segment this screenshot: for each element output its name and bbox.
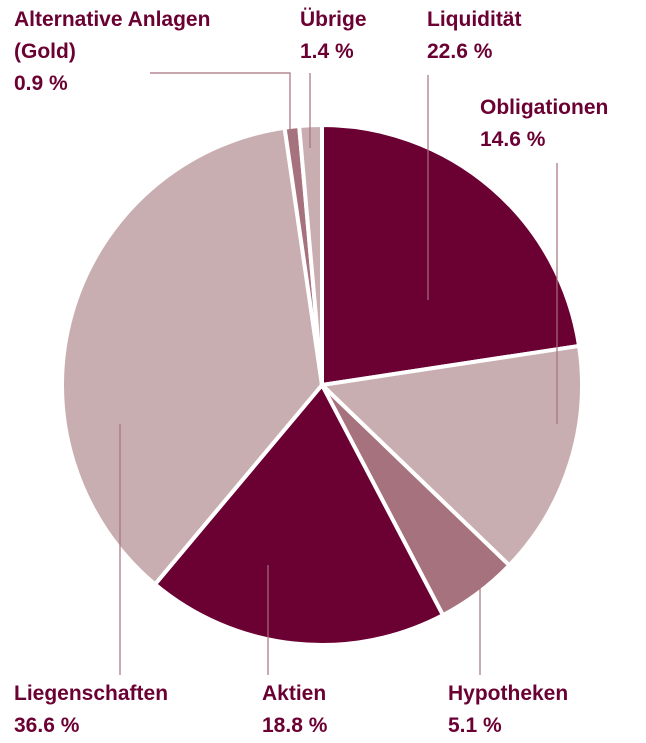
label-liquiditaet: Liquidität 22.6 % (427, 4, 521, 68)
label-aktien-value: 18.8 % (262, 714, 328, 737)
label-liegenschaften-name: Liegenschaften (14, 682, 169, 705)
pie-slice-1 (320, 123, 582, 387)
label-alternative-anlagen-value: 0.9 % (14, 72, 68, 95)
label-uebrige: Übrige 1.4 % (300, 4, 367, 68)
label-hypotheken-value: 5.1 % (448, 714, 502, 737)
label-obligationen: Obligationen 14.6 % (480, 92, 608, 156)
label-uebrige-name: Übrige (300, 8, 367, 31)
leader-lines (119, 72, 558, 675)
pie-slice-2 (320, 343, 584, 568)
label-obligationen-value: 14.6 % (480, 128, 546, 151)
label-hypotheken: Hypotheken 5.1 % (448, 678, 568, 742)
label-uebrige-value: 1.4 % (300, 40, 354, 63)
pie-slices (59, 123, 584, 647)
label-aktien: Aktien 18.8 % (262, 678, 327, 742)
label-liegenschaften: Liegenschaften 36.6 % (14, 678, 168, 742)
label-liegenschaften-value: 36.6 % (14, 714, 80, 737)
label-liquiditaet-name: Liquidität (427, 8, 522, 31)
leader-line-6 (150, 72, 291, 131)
label-alternative-anlagen: Alternative Anlagen (Gold) 0.9 % (14, 4, 210, 100)
label-liquiditaet-value: 22.6 % (427, 40, 493, 63)
pie-slice-4 (153, 383, 445, 647)
pie-slice-5 (59, 125, 324, 587)
label-obligationen-name: Obligationen (480, 96, 609, 119)
label-alternative-anlagen-name-line2: (Gold) (14, 40, 76, 63)
label-hypotheken-name: Hypotheken (448, 682, 569, 705)
label-alternative-anlagen-name: Alternative Anlagen (14, 8, 211, 31)
label-aktien-name: Aktien (262, 682, 327, 705)
